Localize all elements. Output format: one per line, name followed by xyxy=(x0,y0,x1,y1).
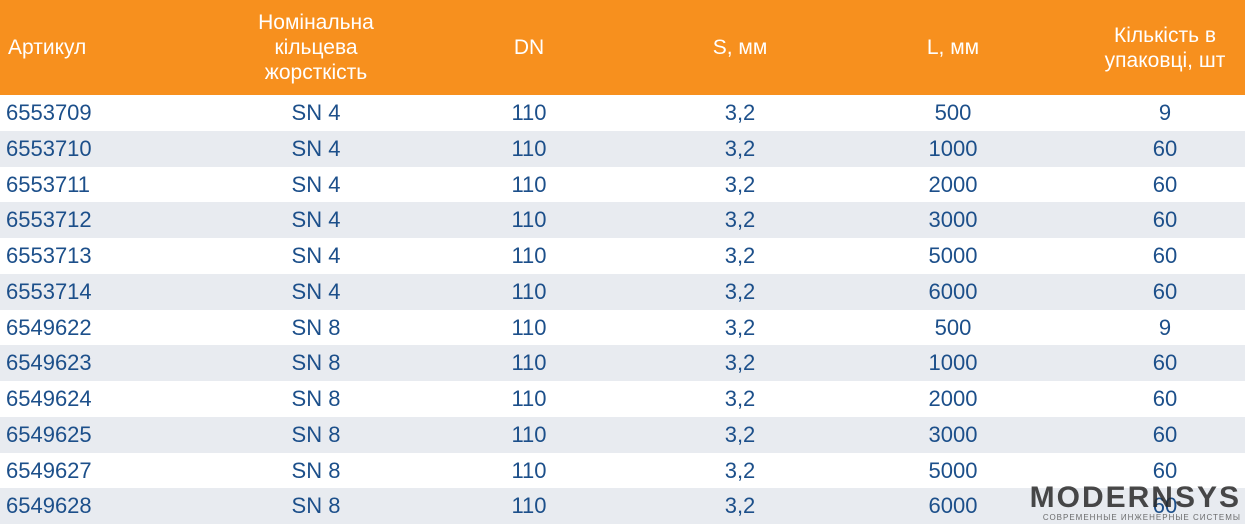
table-cell: 6000 xyxy=(928,278,978,304)
table-cell: 110 xyxy=(511,457,547,483)
table-cell: 1000 xyxy=(928,350,978,376)
header-cell: Кількість в упаковці, шт xyxy=(1104,23,1226,72)
table-cell: SN 4 xyxy=(291,135,341,161)
table-cell: SN 8 xyxy=(291,386,341,411)
table-cell: 110 xyxy=(511,421,547,447)
table-cell: 2000 xyxy=(928,386,978,411)
table-row: 6553711 SN 4 110 3,2 2000 60 xyxy=(0,167,1245,203)
table-cell: 3,2 xyxy=(724,100,756,125)
table-cell: SN 4 xyxy=(291,207,341,233)
table-cell: 110 xyxy=(511,278,547,304)
table-cell: 110 xyxy=(511,135,547,161)
table-cell: 6553714 xyxy=(6,278,92,304)
table-row: 6549623 SN 8 110 3,2 1000 60 xyxy=(0,345,1245,381)
table-cell: 3,2 xyxy=(724,350,756,376)
header-cell: L, мм xyxy=(926,36,980,59)
table-cell: 3,2 xyxy=(724,171,756,197)
table-cell: 5000 xyxy=(928,243,978,268)
table-cell: 60 xyxy=(1152,171,1178,197)
table-cell: 6553709 xyxy=(6,100,92,125)
logo: MODERNSYS СОВРЕМЕННЫЕ ИНЖЕНЕРНЫЕ СИСТЕМЫ xyxy=(1029,481,1241,523)
table-cell: 110 xyxy=(511,493,547,519)
table-cell: 6553712 xyxy=(6,207,92,233)
table-cell: 110 xyxy=(511,100,547,125)
table-cell: 60 xyxy=(1152,135,1178,161)
table-cell: 6553710 xyxy=(6,135,92,161)
table-header: Артикул Номінальна кільцева жорсткість DN S… xyxy=(0,0,1245,95)
header-cell: DN xyxy=(513,36,545,59)
table-cell: 500 xyxy=(934,314,972,340)
table-cell: 60 xyxy=(1152,493,1178,519)
table-cell: SN 4 xyxy=(291,171,341,197)
table-cell: 3,2 xyxy=(724,278,756,304)
table-cell: 110 xyxy=(511,386,547,411)
logo-name: MODERNSYS xyxy=(1029,481,1241,514)
table-cell: SN 8 xyxy=(291,457,341,483)
table-cell: 3,2 xyxy=(724,421,756,447)
table-cell: 110 xyxy=(511,314,547,340)
table-row: 6549622 SN 8 110 3,2 500 9 xyxy=(0,310,1245,346)
table-row: 6553710 SN 4 110 3,2 1000 60 xyxy=(0,130,1245,167)
table-row: 6553714 SN 4 110 3,2 6000 60 xyxy=(0,273,1245,310)
table-cell: 3,2 xyxy=(724,386,756,411)
table-cell: 110 xyxy=(511,207,547,233)
table-cell: 110 xyxy=(511,243,547,268)
table-cell: 5000 xyxy=(928,457,978,483)
table-cell: 6549628 xyxy=(6,493,92,519)
table-cell: 6549622 xyxy=(6,314,92,340)
table-row: 6553712 SN 4 110 3,2 3000 60 xyxy=(0,202,1245,238)
table-row: 6553709 SN 4 110 3,2 500 9 xyxy=(0,95,1245,131)
table-cell: 3,2 xyxy=(724,493,756,519)
table-row: 6553713 SN 4 110 3,2 5000 60 xyxy=(0,238,1245,274)
table-cell: 500 xyxy=(934,100,972,125)
table-row: 6549627 SN 8 110 3,2 5000 60 xyxy=(0,453,1245,489)
table-cell: 3,2 xyxy=(724,243,756,268)
table-cell: SN 4 xyxy=(291,278,341,304)
table-cell: 3,2 xyxy=(724,314,756,340)
table-cell: 3,2 xyxy=(724,207,756,233)
table-cell: SN 4 xyxy=(291,243,341,268)
table-cell: 6549624 xyxy=(6,386,92,411)
header-cell: Номінальна кільцева жорсткість xyxy=(258,11,374,84)
table-cell: 9 xyxy=(1158,314,1172,340)
table-cell: 2000 xyxy=(928,171,978,197)
table-cell: 110 xyxy=(511,171,547,197)
header-cell: S, мм xyxy=(712,36,768,59)
table-cell: 6000 xyxy=(928,493,978,519)
table-cell: 3000 xyxy=(928,421,978,447)
table-cell: 6549627 xyxy=(6,457,92,483)
table-cell: 60 xyxy=(1152,457,1178,483)
table-cell: 60 xyxy=(1152,350,1178,376)
table-cell: 3,2 xyxy=(724,457,756,483)
table-cell: 60 xyxy=(1152,207,1178,233)
table-cell: 9 xyxy=(1158,100,1172,125)
table-cell: 6549623 xyxy=(6,350,92,376)
table-cell: 6553711 xyxy=(6,171,91,197)
table-cell: 60 xyxy=(1152,421,1178,447)
table-cell: 60 xyxy=(1152,386,1178,411)
table-cell: SN 8 xyxy=(291,314,341,340)
table-row: 6549624 SN 8 110 3,2 2000 60 xyxy=(0,381,1245,417)
table-cell: SN 4 xyxy=(291,100,341,125)
logo-tagline: СОВРЕМЕННЫЕ ИНЖЕНЕРНЫЕ СИСТЕМЫ xyxy=(1042,513,1241,522)
table-cell: 60 xyxy=(1152,243,1178,268)
table-cell: 3000 xyxy=(928,207,978,233)
table-cell: SN 8 xyxy=(291,350,341,376)
table-cell: SN 8 xyxy=(291,493,341,519)
header-cell: Артикул xyxy=(8,36,87,59)
table-cell: SN 8 xyxy=(291,421,341,447)
table-cell: 3,2 xyxy=(724,135,756,161)
table-cell: 60 xyxy=(1152,278,1178,304)
table-cell: 1000 xyxy=(928,135,978,161)
table-row: 6549628 SN 8 110 3,2 6000 60 xyxy=(0,488,1245,524)
table-cell: 110 xyxy=(511,350,547,376)
table-cell: 6553713 xyxy=(6,243,92,268)
table-cell: 6549625 xyxy=(6,421,92,447)
table-row: 6549625 SN 8 110 3,2 3000 60 xyxy=(0,416,1245,453)
